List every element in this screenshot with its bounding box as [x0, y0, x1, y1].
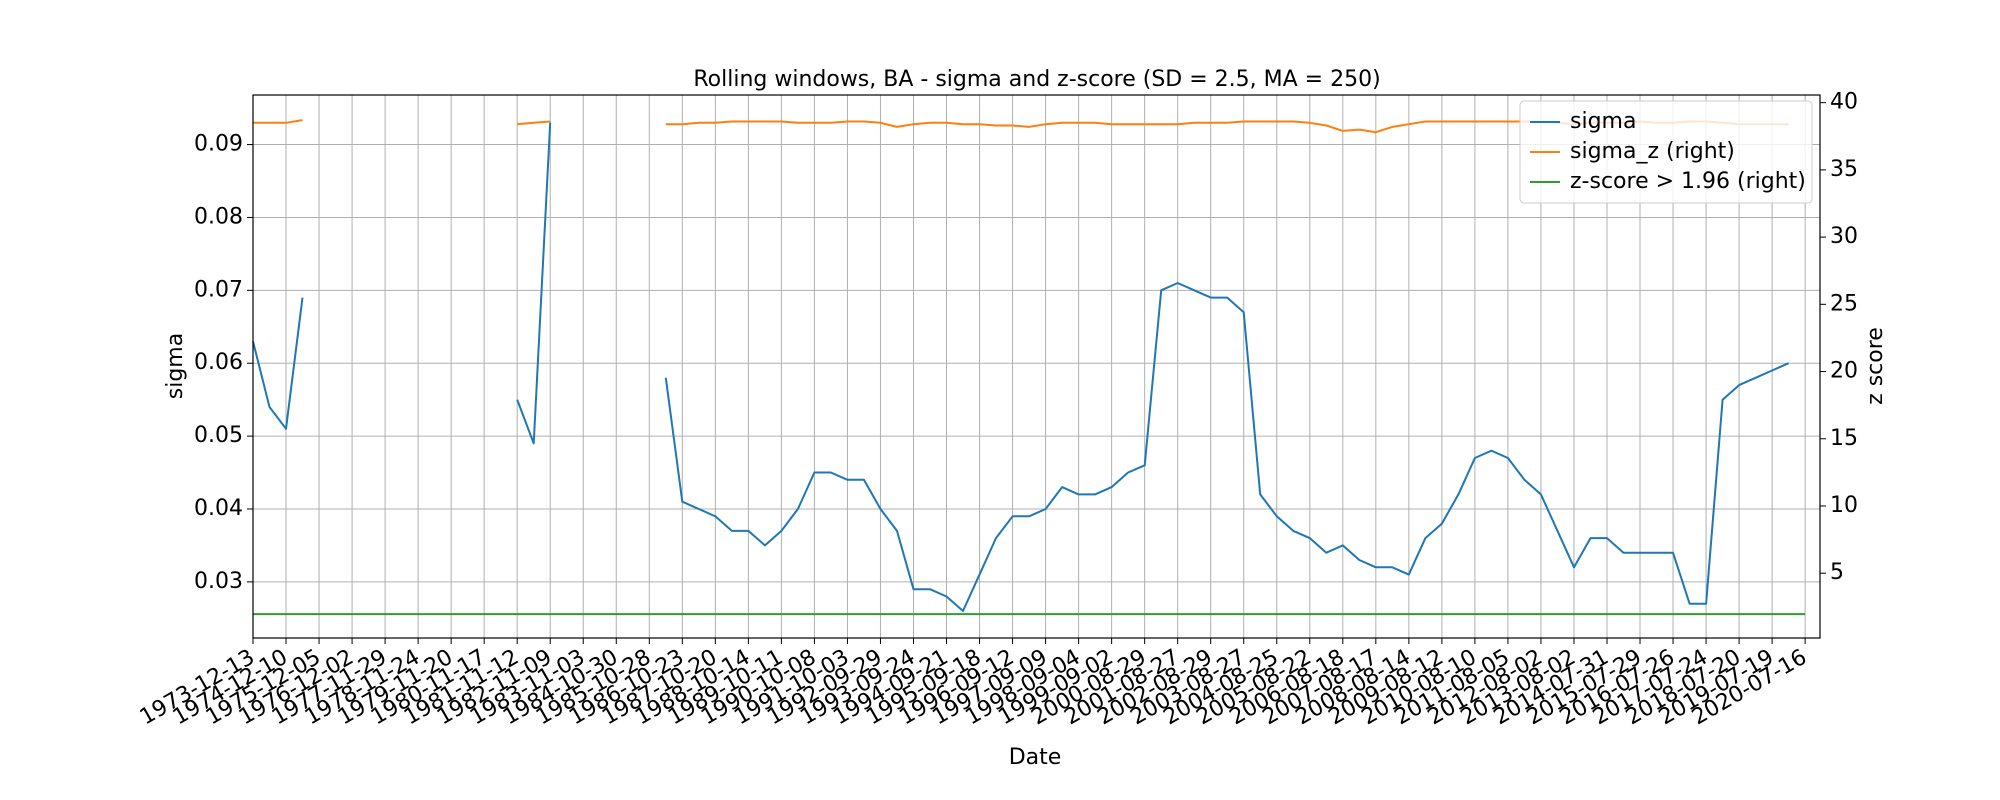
- y-tick-label: 0.09: [194, 132, 243, 157]
- plot-frame: [252, 94, 1821, 639]
- y2-tick-label: 40: [1830, 90, 1858, 115]
- y-tick-label: 0.04: [194, 496, 243, 521]
- y2-tick-label: 5: [1830, 560, 1844, 585]
- y-tick-label: 0.07: [194, 277, 243, 302]
- x-axis-label: Date: [1009, 745, 1062, 770]
- y-tick-label: 0.05: [194, 423, 243, 448]
- chart-title: Rolling windows, BA - sigma and z-score …: [693, 67, 1380, 92]
- y2-tick-label: 25: [1830, 291, 1858, 316]
- y-tick-label: 0.03: [194, 569, 243, 594]
- y2-tick-label: 30: [1830, 224, 1858, 249]
- y2-tick-label: 35: [1830, 157, 1858, 182]
- legend-label: sigma: [1570, 109, 1636, 134]
- line-series: [252, 122, 1790, 612]
- y2-axis-label: z score: [1863, 327, 1888, 405]
- y2-tick-label: 15: [1830, 426, 1858, 451]
- y-tick-label: 0.08: [194, 204, 243, 229]
- y-tick-label: 0.06: [194, 350, 243, 375]
- y2-tick-label: 20: [1830, 359, 1858, 384]
- y2-tick-label: 10: [1830, 493, 1858, 518]
- legend-label: sigma_z (right): [1570, 139, 1735, 164]
- legend: sigma sigma_z (right) z-score > 1.96 (righ…: [1519, 100, 1813, 204]
- legend-box: [1519, 100, 1813, 204]
- legend-label: z-score > 1.96 (right): [1570, 169, 1806, 194]
- y-axis-label: sigma: [163, 333, 188, 399]
